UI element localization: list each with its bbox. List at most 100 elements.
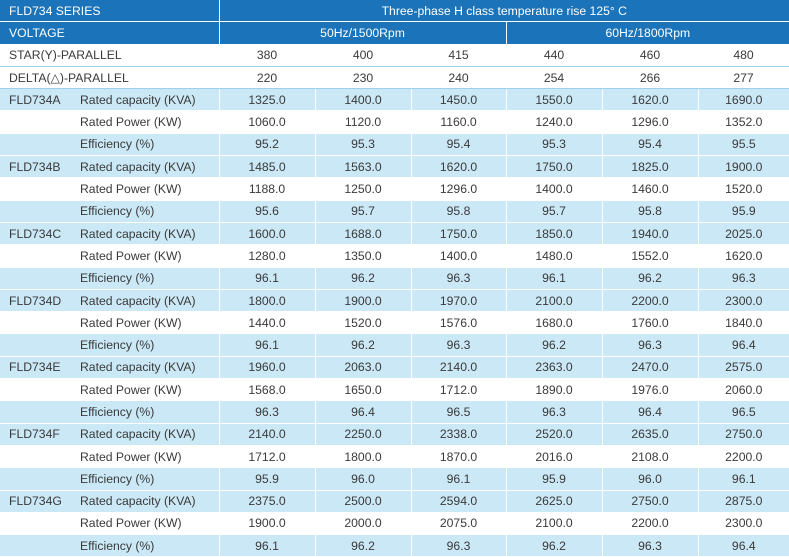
table-row: Rated Power (KW) 1280.0 1350.0 1400.0 1480.0…: [0, 244, 789, 268]
parameter-label: Rated Power (KW): [78, 512, 220, 536]
value-cell: 1680.0: [505, 311, 603, 335]
value-cell: 2363.0: [505, 356, 603, 380]
value-cell: 96.4: [697, 333, 789, 357]
value-cell: 96.2: [314, 333, 412, 357]
value-cell: 95.9: [505, 467, 603, 491]
voltage-cell: 277: [698, 66, 789, 90]
value-cell: 1188.0: [218, 177, 316, 201]
value-cell: 96.3: [410, 267, 507, 290]
value-cell: 1890.0: [505, 378, 603, 402]
model-name: [0, 110, 78, 134]
value-cell: 2075.0: [410, 512, 507, 536]
voltage-cell: 380: [219, 44, 316, 67]
model-name: [0, 378, 78, 402]
value-cell: 95.7: [505, 200, 603, 223]
value-cell: 1160.0: [410, 110, 507, 134]
table-row: FLD734A Rated capacity (KVA) 1325.0 1400.0 1…: [0, 88, 789, 112]
model-name: FLD734D: [0, 289, 78, 313]
value-cell: 2635.0: [601, 423, 699, 446]
model-name: [0, 512, 78, 536]
value-cell: 1976.0: [601, 378, 699, 402]
value-cell: 96.1: [218, 267, 316, 290]
value-cell: 1520.0: [697, 177, 789, 201]
value-cell: 95.6: [218, 200, 316, 223]
model-name: FLD734E: [0, 356, 78, 380]
value-cell: 96.3: [601, 534, 699, 557]
table-row: FLD734D Rated capacity (KVA) 1800.0 1900.0 1…: [0, 289, 789, 313]
value-cell: 2750.0: [697, 423, 789, 446]
parameter-label: Efficiency (%): [78, 200, 220, 223]
value-cell: 1576.0: [410, 311, 507, 335]
table-row: Efficiency (%) 95.2 95.3 95.4 95.3 95.4 95.5: [0, 133, 789, 157]
value-cell: 95.3: [505, 133, 603, 157]
value-cell: 96.4: [314, 400, 412, 424]
value-cell: 1400.0: [505, 177, 603, 201]
value-cell: 2338.0: [410, 423, 507, 446]
value-cell: 1688.0: [314, 222, 412, 246]
value-cell: 1900.0: [314, 289, 412, 313]
value-cell: 2140.0: [218, 423, 316, 446]
table-title: Three-phase H class temperature rise 125…: [218, 0, 789, 23]
value-cell: 1750.0: [505, 155, 603, 179]
value-cell: 1296.0: [410, 177, 507, 201]
value-cell: 1970.0: [410, 289, 507, 313]
value-cell: 1296.0: [601, 110, 699, 134]
parameter-label: Rated Power (KW): [78, 177, 220, 201]
table-row: Rated Power (KW) 1188.0 1250.0 1296.0 1400.0…: [0, 177, 789, 201]
value-cell: 96.1: [410, 467, 507, 491]
value-cell: 1870.0: [410, 445, 507, 469]
value-cell: 96.2: [314, 534, 412, 557]
voltage-cell: 460: [602, 44, 699, 67]
star-row: STAR(Y)-PARALLEL 380 400 415 440 460 480: [0, 44, 789, 67]
parameter-label: Rated Power (KW): [78, 445, 220, 469]
value-cell: 1620.0: [697, 244, 789, 268]
value-cell: 2470.0: [601, 356, 699, 380]
model-name: FLD734G: [0, 490, 78, 513]
table-row: FLD734E Rated capacity (KVA) 1960.0 2063.0 2…: [0, 356, 789, 380]
value-cell: 1600.0: [218, 222, 316, 246]
value-cell: 2375.0: [218, 490, 316, 513]
value-cell: 1400.0: [314, 88, 412, 112]
value-cell: 96.2: [505, 333, 603, 357]
model-name: [0, 400, 78, 424]
value-cell: 1960.0: [218, 356, 316, 380]
parameter-label: Rated capacity (KVA): [78, 490, 220, 513]
value-cell: 1620.0: [601, 88, 699, 112]
value-cell: 96.3: [410, 534, 507, 557]
value-cell: 96.2: [314, 267, 412, 290]
value-cell: 1712.0: [410, 378, 507, 402]
model-name: [0, 267, 78, 290]
title-row: FLD734 SERIES Three-phase H class temper…: [0, 0, 789, 23]
value-cell: 1900.0: [218, 512, 316, 536]
value-cell: 95.4: [601, 133, 699, 157]
value-cell: 95.9: [218, 467, 316, 491]
value-cell: 96.4: [601, 400, 699, 424]
value-cell: 1352.0: [697, 110, 789, 134]
value-cell: 1800.0: [218, 289, 316, 313]
voltage-cell: 230: [315, 66, 412, 90]
value-cell: 1440.0: [218, 311, 316, 335]
value-cell: 1850.0: [505, 222, 603, 246]
table-row: Efficiency (%) 95.6 95.7 95.8 95.7 95.8 95.9: [0, 200, 789, 223]
value-cell: 1690.0: [697, 88, 789, 112]
voltage-cell: 240: [411, 66, 507, 90]
parameter-label: Efficiency (%): [78, 267, 220, 290]
value-cell: 1480.0: [505, 244, 603, 268]
value-cell: 2016.0: [505, 445, 603, 469]
table-row: Efficiency (%) 96.1 96.2 96.3 96.2 96.3 96.4: [0, 534, 789, 557]
value-cell: 2250.0: [314, 423, 412, 446]
value-cell: 96.4: [697, 534, 789, 557]
value-cell: 1400.0: [410, 244, 507, 268]
value-cell: 1350.0: [314, 244, 412, 268]
value-cell: 1825.0: [601, 155, 699, 179]
series-label: FLD734 SERIES: [0, 0, 220, 23]
model-name: FLD734C: [0, 222, 78, 246]
value-cell: 1325.0: [218, 88, 316, 112]
value-cell: 2108.0: [601, 445, 699, 469]
model-name: FLD734A: [0, 88, 78, 112]
value-cell: 96.0: [601, 467, 699, 491]
table-row: Rated Power (KW) 1060.0 1120.0 1160.0 1240.0…: [0, 110, 789, 134]
value-cell: 2200.0: [601, 512, 699, 536]
